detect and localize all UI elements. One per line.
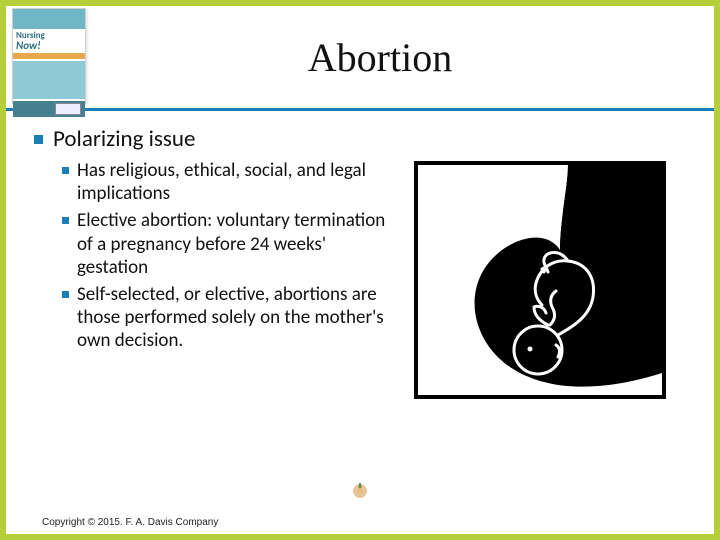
sub-area: Has religious, ethical, social, and lega… bbox=[34, 159, 696, 399]
slide-title: Abortion bbox=[6, 34, 714, 81]
illustration bbox=[414, 161, 666, 399]
bullet-level2: Self-selected, or elective, abortions ar… bbox=[62, 283, 400, 353]
footer-ornament-icon bbox=[349, 478, 371, 500]
bullet-marker-icon bbox=[62, 217, 69, 224]
bullet-level1: Polarizing issue bbox=[34, 125, 696, 153]
bullet-level2: Has religious, ethical, social, and lega… bbox=[62, 159, 400, 205]
book-thumbnail: Nursing Now! bbox=[12, 8, 86, 104]
bullet-level2-text: Has religious, ethical, social, and lega… bbox=[77, 159, 400, 205]
slide-frame: Nursing Now! Abortion Polarizing issue H… bbox=[0, 0, 720, 540]
book-head-band bbox=[13, 9, 85, 29]
book-accent-bar bbox=[13, 53, 85, 59]
fetus-silhouette-icon bbox=[418, 165, 662, 395]
bullet-marker-icon bbox=[62, 291, 69, 298]
book-body-band bbox=[13, 61, 85, 99]
bullet-level2-text: Elective abortion: voluntary termination… bbox=[77, 209, 400, 279]
book-title-line2: Now! bbox=[16, 39, 41, 52]
bullet-level2: Elective abortion: voluntary termination… bbox=[62, 209, 400, 279]
bullet-marker-icon bbox=[34, 135, 43, 144]
sub-list: Has religious, ethical, social, and lega… bbox=[34, 159, 400, 399]
book-title: Nursing Now! bbox=[13, 29, 85, 51]
copyright-text: Copyright © 2015. F. A. Davis Company bbox=[42, 517, 218, 528]
header: Nursing Now! Abortion bbox=[6, 6, 714, 108]
bullet-level2-text: Self-selected, or elective, abortions ar… bbox=[77, 283, 400, 353]
bullet-marker-icon bbox=[62, 167, 69, 174]
bullet-level1-text: Polarizing issue bbox=[53, 125, 195, 153]
content-area: Polarizing issue Has religious, ethical,… bbox=[6, 111, 714, 503]
